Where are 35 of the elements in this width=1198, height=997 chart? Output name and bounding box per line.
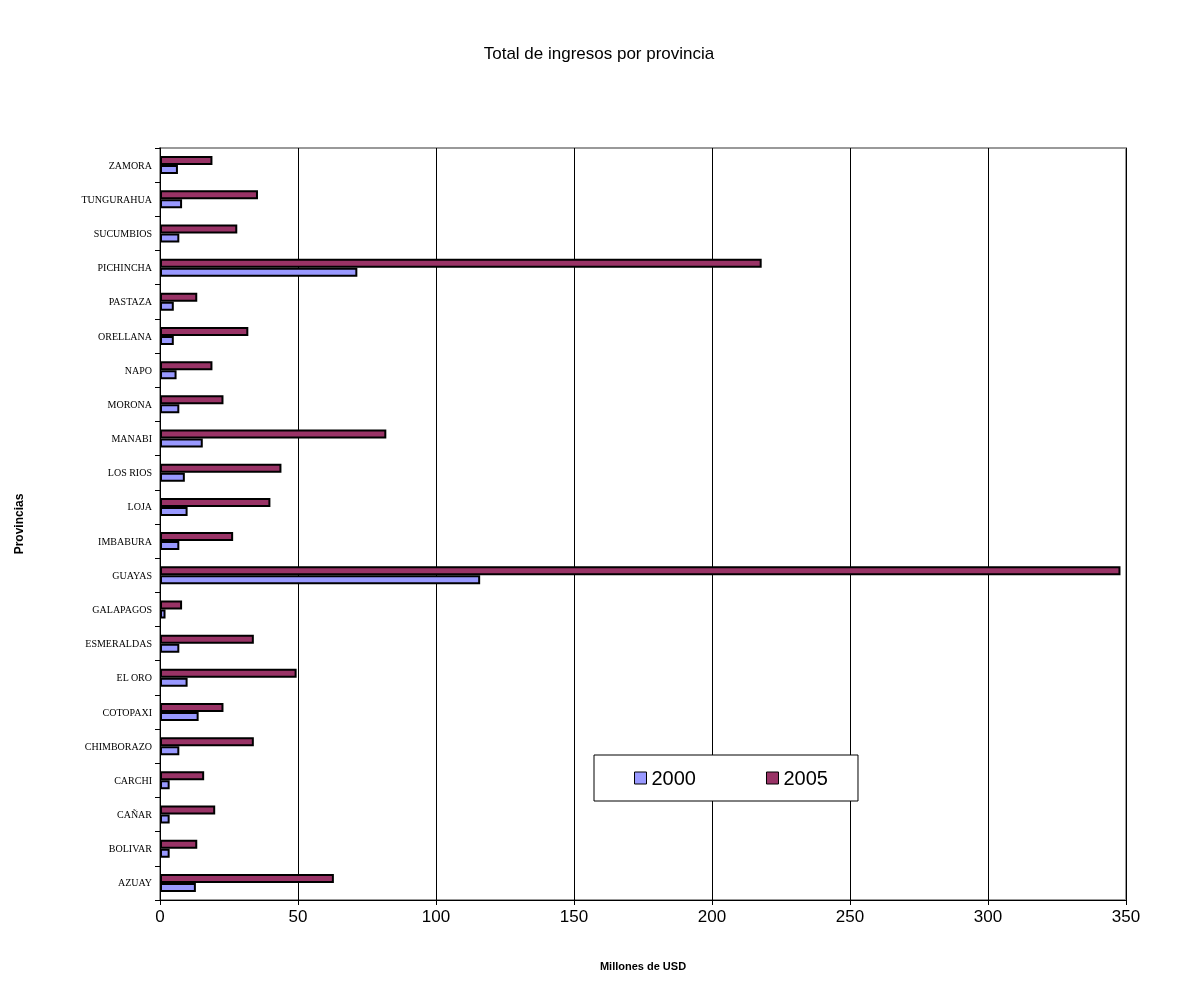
y-tick-label: COTOPAXI (102, 706, 152, 718)
x-axis-title: Millones de USD (599, 959, 687, 972)
y-tick-label: PICHINCHA (97, 262, 153, 274)
y-tick-label: ORELLANA (98, 330, 153, 342)
y-tick-label: IMBABURA (98, 535, 153, 547)
y-tick-label: EL ORO (116, 672, 152, 684)
x-tick-label: 350 (1111, 907, 1141, 926)
y-tick-label: ZAMORA (108, 159, 153, 171)
y-tick-label: TUNGURAHUA (81, 193, 153, 205)
chart-title: Total de ingresos por provincia (483, 44, 715, 63)
y-tick-label: GALAPAGOS (92, 603, 152, 615)
y-tick-label: MANABI (111, 433, 152, 445)
y-tick-label: LOJA (127, 501, 153, 513)
x-tick-label: 300 (973, 907, 1003, 926)
x-tick-label: 150 (559, 907, 589, 926)
x-tick-label: 50 (288, 907, 308, 926)
y-tick-label: PASTAZA (108, 296, 153, 308)
x-tick-label: 200 (697, 907, 727, 926)
y-tick-label: SUCUMBIOS (93, 227, 152, 239)
y-tick-label: CARCHI (114, 774, 152, 786)
x-tick-label: 250 (835, 907, 865, 926)
legend-label: 2000 (651, 767, 696, 789)
y-tick-label: LOS RIOS (107, 467, 152, 479)
y-tick-label: ESMERALDAS (85, 638, 152, 650)
y-tick-label: GUAYAS (112, 569, 152, 581)
x-tick-label: 0 (155, 907, 165, 926)
x-tick-label: 100 (421, 907, 451, 926)
y-tick-label: AZUAY (117, 877, 152, 889)
y-tick-label: NAPO (124, 364, 152, 376)
legend-label: 2005 (783, 767, 828, 789)
y-axis-title: Provincias (12, 493, 26, 555)
y-tick-label: BOLIVAR (108, 843, 153, 855)
y-tick-label: MORONA (107, 398, 153, 410)
y-tick-label: CAÑAR (116, 809, 153, 821)
y-tick-label: CHIMBORAZO (84, 740, 152, 752)
